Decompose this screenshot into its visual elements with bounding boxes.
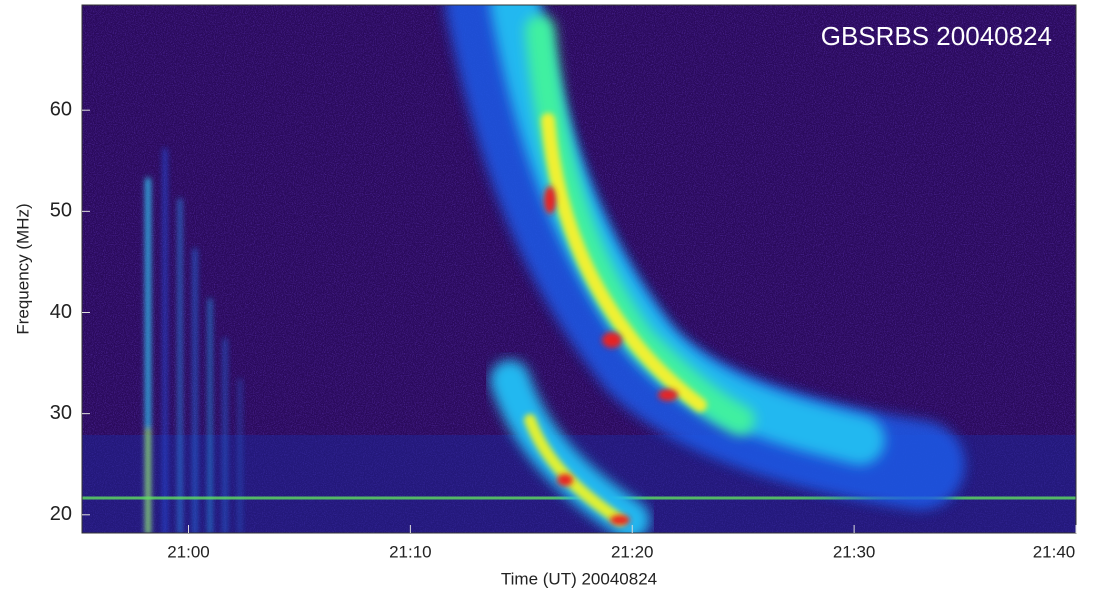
annotation: GBSRBS 20040824	[821, 21, 1052, 51]
x-tick-label: 21:10	[389, 542, 432, 561]
x-tick-label: 21:30	[833, 542, 876, 561]
y-tick-label: 50	[50, 200, 72, 222]
x-tick-label: 21:00	[167, 542, 210, 561]
y-tick-label: 20	[50, 503, 72, 525]
y-tick-label: 30	[50, 402, 72, 424]
y-tick-label: 60	[50, 98, 72, 120]
x-tick-label: 21:40	[1033, 542, 1076, 561]
plot-frame	[81, 4, 1077, 534]
x-tick-label: 21:20	[611, 542, 654, 561]
x-axis-label: Time (UT) 20040824	[501, 569, 657, 588]
spectrogram-image	[82, 5, 1076, 533]
y-tick-label: 40	[50, 301, 72, 323]
y-axis-label: Frequency (MHz)	[13, 203, 32, 334]
